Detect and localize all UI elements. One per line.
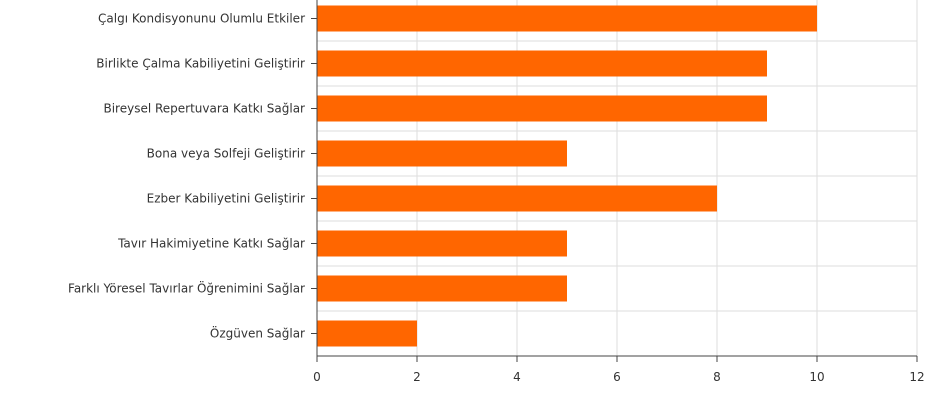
category-label-1: Birlikte Çalma Kabiliyetini Geliştirir [96,57,305,71]
bar-7 [317,320,417,347]
category-label-3: Bona veya Solfeji Geliştirir [147,147,305,161]
category-label-7: Özgüven Sağlar [210,325,305,341]
grid-lines [316,0,918,356]
bar-1 [317,50,767,77]
bar-6 [317,275,567,302]
category-label-4: Ezber Kabiliyetini Geliştirir [147,192,305,206]
x-tick-label-2: 4 [513,370,521,384]
category-labels: Çalgı Kondisyonunu Olumlu Etkiler Birlikt… [68,12,305,341]
x-tick-labels: 0 2 4 6 8 10 12 [313,370,924,384]
category-label-6: Farklı Yöresel Tavırlar Öğrenimini Sağla… [68,280,305,296]
bars [317,5,817,347]
category-label-5: Tavır Hakimiyetine Katkı Sağlar [117,237,305,251]
x-tick-label-5: 10 [809,370,824,384]
category-label-0: Çalgı Kondisyonunu Olumlu Etkiler [98,12,305,26]
bar-0 [317,5,817,32]
bar-5 [317,230,567,257]
category-label-2: Bireysel Repertuvara Katkı Sağlar [103,102,305,116]
x-tick-label-6: 12 [909,370,924,384]
axes [311,0,918,362]
bar-3 [317,140,567,167]
bar-2 [317,95,767,122]
bar-4 [317,185,717,212]
x-tick-label-4: 8 [713,370,721,384]
x-tick-label-3: 6 [613,370,621,384]
x-tick-label-0: 0 [313,370,321,384]
x-tick-label-1: 2 [413,370,421,384]
